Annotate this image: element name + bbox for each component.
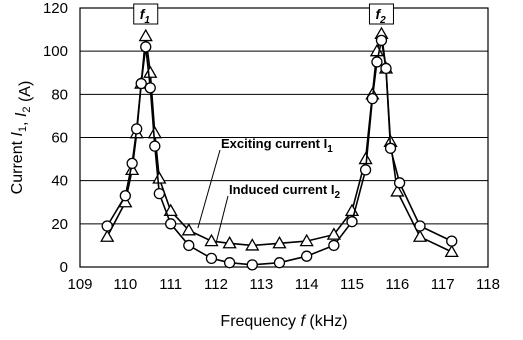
annotations: Exciting current I1 Induced current I2 f1 f… xyxy=(133,3,394,244)
series-2-point-19 xyxy=(366,93,379,105)
annotation-arrow-1 xyxy=(197,149,221,229)
series-2-point-18 xyxy=(359,164,372,176)
y-axis-label: Current I1, I2 (A) xyxy=(9,81,34,195)
series-1-point-16 xyxy=(326,227,341,240)
series-2-point-2 xyxy=(126,157,138,170)
series-2-point-26 xyxy=(446,235,458,247)
x-tick-112: 112 xyxy=(204,276,228,293)
series-2-point-3 xyxy=(131,123,143,135)
series-1-point-12 xyxy=(222,235,237,249)
annotation-exciting-current: Exciting current I1 xyxy=(221,136,333,155)
series-2-point-21 xyxy=(375,34,388,47)
series-2-point-4 xyxy=(135,77,147,90)
series-1-point-8 xyxy=(152,171,167,184)
f2-marker: f2 xyxy=(375,6,386,26)
series-1-point-13 xyxy=(245,238,260,251)
f1-marker-box xyxy=(133,3,159,25)
x-tick-117: 117 xyxy=(431,276,455,293)
x-tick-109: 109 xyxy=(67,276,92,293)
series-1-point-24 xyxy=(390,184,405,197)
series-1-point-6 xyxy=(143,65,158,78)
y-tick-60: 60 xyxy=(51,130,68,147)
x-tick-110: 110 xyxy=(113,276,137,293)
series-1-point-11 xyxy=(204,233,219,247)
series-1-point-26 xyxy=(444,244,459,258)
x-tick-113: 113 xyxy=(249,276,273,293)
series-2-point-12 xyxy=(223,257,236,269)
series-1-point-2 xyxy=(125,162,140,176)
tick-labels: 109 110 111 112 113 114 115 116 117 118 0 20 40 60 80 1… xyxy=(43,0,500,293)
series-layer xyxy=(100,26,459,271)
series-1-point-15 xyxy=(299,233,314,247)
annotation-arrow-2 xyxy=(215,195,229,244)
f1-marker: f1 xyxy=(140,6,151,26)
series-line-2 xyxy=(106,40,453,266)
series-2-point-0 xyxy=(101,220,113,232)
series-2-point-22 xyxy=(380,62,392,75)
x-tick-115: 115 xyxy=(340,276,364,293)
series-1-point-9 xyxy=(163,203,178,217)
plot-border xyxy=(79,7,489,268)
series-1-point-14 xyxy=(272,235,287,249)
series-2-point-14 xyxy=(273,257,286,269)
series-2-point-13 xyxy=(246,259,258,271)
x-tick-111: 111 xyxy=(159,276,182,293)
series-1-point-20 xyxy=(369,43,385,57)
series-2-point-1 xyxy=(119,190,131,202)
series-2-point-7 xyxy=(149,140,161,152)
y-tick-120: 120 xyxy=(43,0,68,17)
series-2-point-25 xyxy=(414,220,426,232)
series-2-point-23 xyxy=(384,142,397,154)
series-2-point-16 xyxy=(328,239,340,252)
series-2-point-11 xyxy=(205,252,218,265)
y-tick-100: 100 xyxy=(43,43,68,60)
y-tick-80: 80 xyxy=(51,86,68,103)
series-2-point-5 xyxy=(140,41,152,53)
series-2-point-17 xyxy=(346,216,358,228)
series-2-point-24 xyxy=(393,177,406,189)
series-2-point-15 xyxy=(301,250,313,262)
x-tick-116: 116 xyxy=(385,276,409,293)
x-tick-114: 114 xyxy=(295,276,319,293)
series-2-point-9 xyxy=(165,218,177,230)
series-2-point-10 xyxy=(183,239,195,252)
x-tick-118: 118 xyxy=(476,276,500,293)
y-tick-40: 40 xyxy=(51,173,68,190)
plot-area xyxy=(79,7,489,268)
y-tick-20: 20 xyxy=(51,216,68,233)
series-2-point-8 xyxy=(153,187,165,200)
x-axis-label: Frequency f (kHz) xyxy=(220,313,347,330)
annotation-induced-current: Induced current I2 xyxy=(229,182,340,201)
series-2-point-20 xyxy=(371,56,383,68)
series-1-point-25 xyxy=(412,229,428,242)
y-tick-0: 0 xyxy=(60,259,68,276)
series-1-point-10 xyxy=(181,222,196,236)
f2-marker-box xyxy=(368,3,394,25)
series-2-point-6 xyxy=(144,82,156,94)
series-1-point-5 xyxy=(138,28,153,42)
series-1-point-0 xyxy=(100,229,115,242)
